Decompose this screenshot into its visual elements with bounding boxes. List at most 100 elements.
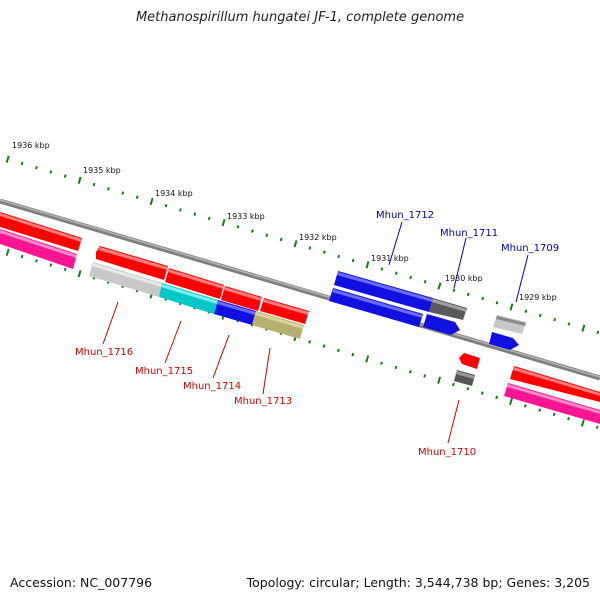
minor-tick	[35, 165, 38, 170]
minor-tick	[49, 170, 53, 174]
major-tick	[149, 197, 154, 206]
major-tick	[580, 419, 585, 427]
minor-tick	[423, 280, 427, 284]
major-tick	[293, 240, 298, 248]
minor-tick	[265, 233, 269, 237]
minor-tick	[466, 387, 470, 391]
minor-tick	[351, 352, 355, 357]
leader-mhun-1713	[262, 347, 271, 395]
gene-feature[interactable]	[0, 213, 82, 242]
tick-label: 1931 kbp	[371, 254, 409, 263]
leader-mhun-1711	[453, 237, 467, 289]
minor-tick	[595, 425, 599, 429]
major-tick	[365, 355, 370, 363]
genome-backbone-highlight	[0, 199, 600, 378]
minor-tick	[495, 301, 499, 305]
minor-tick	[380, 361, 383, 365]
major-tick	[5, 155, 10, 163]
minor-tick	[250, 229, 254, 233]
gene-feature[interactable]	[168, 269, 224, 289]
gene-feature[interactable]	[0, 230, 77, 258]
gene-feature[interactable]	[332, 289, 423, 318]
minor-tick	[322, 344, 326, 348]
gene-label-mhun-1712[interactable]: Mhun_1712	[376, 210, 434, 221]
minor-tick	[452, 288, 456, 292]
leader-mhun-1716	[102, 301, 119, 345]
gene-mhun-1711-highlight	[432, 299, 467, 312]
map-title: Methanospirillum hungatei JF-1, complete…	[135, 10, 465, 25]
minor-tick	[308, 246, 312, 250]
gene-mhun-1714[interactable]	[214, 300, 256, 325]
gene-feature[interactable]	[489, 332, 519, 350]
gene-feature[interactable]	[459, 353, 480, 369]
minor-tick	[322, 250, 326, 254]
gene-track-outer	[0, 212, 600, 424]
major-tick	[5, 248, 10, 256]
minor-tick	[193, 212, 197, 216]
minor-tick	[135, 195, 139, 199]
major-tick	[221, 218, 226, 227]
tick-ruler-outer	[5, 155, 600, 335]
tick-label: 1929 kbp	[519, 293, 557, 302]
gene-mhun-1716-highlight	[92, 263, 162, 287]
gene-mhun-1710-highlight	[456, 371, 475, 379]
gene-feature[interactable]	[221, 286, 262, 311]
gene-mhun-1716[interactable]	[89, 262, 162, 297]
minor-tick	[408, 370, 412, 374]
gene-label-mhun-1714[interactable]: Mhun_1714	[183, 381, 241, 392]
minor-tick	[63, 267, 67, 272]
minor-tick	[466, 292, 470, 297]
minor-tick	[179, 208, 182, 212]
minor-tick	[394, 271, 398, 275]
gene-label-mhun-1716[interactable]: Mhun_1716	[75, 347, 133, 358]
tick-label: 1934 kbp	[155, 189, 193, 198]
gene-mhun-1712-highlight	[337, 272, 433, 302]
gene-feature[interactable]	[513, 367, 600, 396]
major-tick	[365, 261, 370, 269]
minor-tick	[92, 182, 96, 187]
major-tick	[77, 176, 82, 184]
label-leader-lines	[102, 221, 529, 444]
gene-feature[interactable]	[224, 287, 262, 301]
minor-tick	[107, 187, 110, 191]
minor-tick	[523, 404, 527, 408]
accession-text: Accession: NC_007796	[10, 575, 153, 590]
gene-feature[interactable]	[165, 268, 224, 299]
gene-mhun-1713-highlight	[255, 312, 304, 329]
gene-mhun-1712[interactable]	[334, 271, 433, 312]
leader-mhun-1715	[164, 320, 182, 364]
gene-feature[interactable]	[507, 384, 600, 414]
gene-labels: Mhun_1716 Mhun_1715 Mhun_1714 Mhun_1713 …	[75, 210, 559, 458]
minor-tick	[380, 267, 384, 271]
gene-label-mhun-1713[interactable]: Mhun_1713	[234, 396, 292, 407]
minor-tick	[164, 204, 168, 208]
genome-summary-text: Topology: circular; Length: 3,544,738 bp…	[246, 575, 590, 590]
minor-tick	[423, 374, 427, 378]
minor-tick	[567, 322, 571, 326]
gene-label-mhun-1709[interactable]: Mhun_1709	[501, 243, 559, 254]
major-tick	[509, 397, 513, 406]
minor-tick	[279, 237, 283, 242]
minor-tick	[524, 309, 528, 313]
major-tick	[77, 270, 82, 278]
tick-label: 1936 kbp	[12, 141, 50, 150]
minor-tick	[49, 263, 53, 267]
gene-label-mhun-1711[interactable]: Mhun_1711	[440, 228, 498, 239]
minor-tick	[337, 348, 340, 353]
major-tick	[437, 376, 442, 384]
minor-tick	[236, 225, 240, 229]
gene-feature[interactable]	[98, 247, 168, 270]
gene-feature[interactable]	[423, 314, 460, 335]
gene-label-mhun-1710[interactable]: Mhun_1710	[418, 447, 476, 458]
minor-tick	[20, 161, 24, 166]
gene-feature[interactable]	[504, 383, 600, 424]
gene-feature[interactable]	[263, 299, 309, 315]
gene-track-forward	[329, 271, 526, 350]
minor-tick	[481, 296, 485, 301]
gene-track-reverse	[89, 246, 480, 386]
gene-label-mhun-1715[interactable]: Mhun_1715	[135, 366, 193, 377]
major-tick	[509, 303, 514, 311]
leader-mhun-1712	[388, 221, 403, 266]
gene-mhun-1713[interactable]	[252, 311, 304, 339]
